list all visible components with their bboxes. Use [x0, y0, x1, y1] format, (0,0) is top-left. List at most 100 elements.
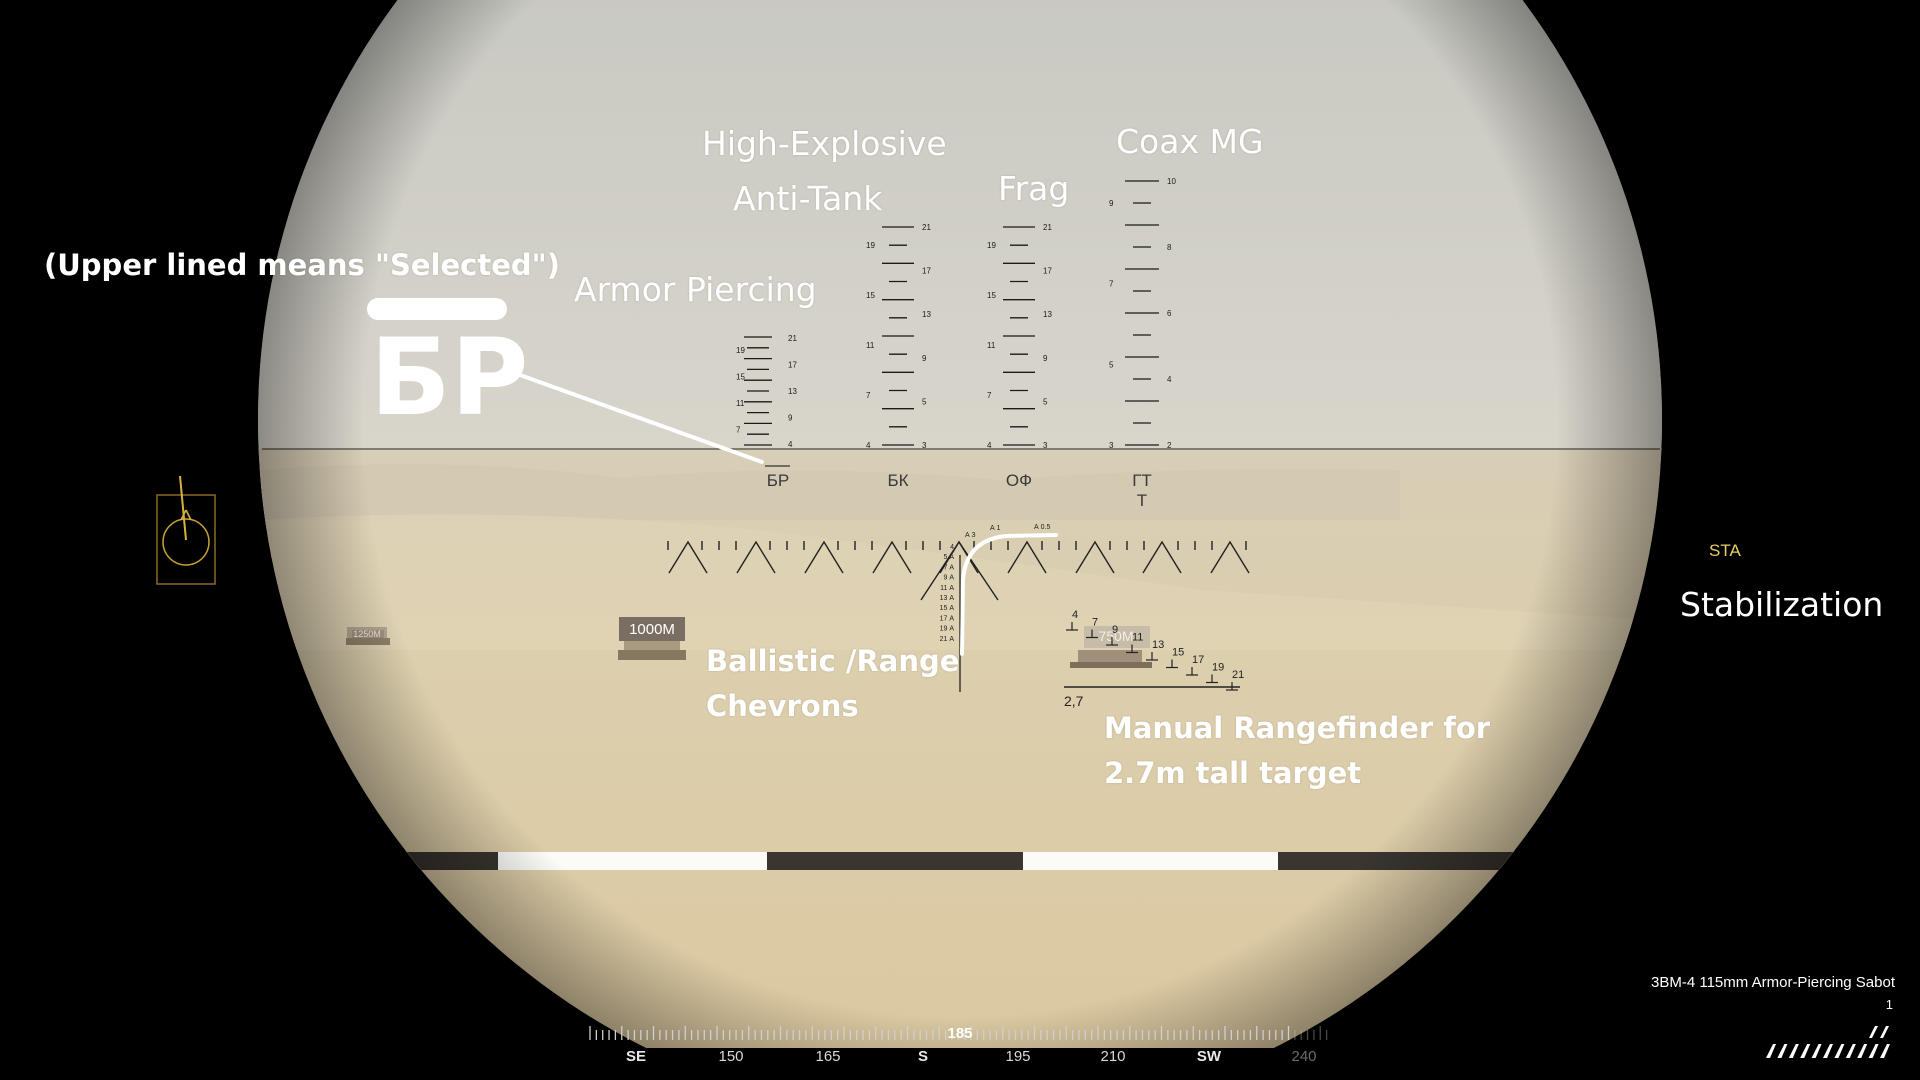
scale-of-label-right: 3 [1043, 441, 1048, 450]
ammo-name: 3BM-4 115mm Armor-Piercing Sabot [1651, 974, 1895, 991]
range-chevron [1075, 540, 1115, 574]
scale-br: 21 17 13 9 4 19 15 11 7 [736, 334, 797, 449]
scale-bk-label-right: 13 [922, 310, 931, 319]
ammo-round-loaded [1880, 1026, 1889, 1038]
scale-br-label-right: 17 [788, 361, 797, 370]
annotation-heat-line2: Anti-Tank [733, 179, 883, 218]
stabilization-indicator: STA [1709, 541, 1741, 560]
scale-bk-label-right: 17 [922, 267, 931, 276]
ammo-round [1880, 1044, 1890, 1058]
annotation-coax: Coax MG [1116, 122, 1264, 161]
scale-br-label-right: 13 [788, 387, 797, 396]
chevron-label-a1: А 1 [990, 525, 1001, 532]
scale-gt-label-right: 8 [1167, 243, 1172, 252]
scale-br-label-left: 11 [736, 399, 745, 408]
scale-of-label-left: 15 [987, 291, 996, 300]
ballistic-column-label: 4 [950, 544, 954, 551]
compass-label-s: S [917, 1048, 929, 1065]
rangefinder-label: 15 [1172, 647, 1184, 659]
chevron-label-a3: А 3 [965, 532, 976, 539]
scale-bk-label-right: 21 [922, 223, 931, 232]
scale-gt-label-right: 10 [1167, 177, 1176, 186]
scale-bk-label-left: 4 [866, 441, 871, 450]
scale-of-label-right: 21 [1043, 223, 1052, 232]
ballistic-column-label: 11 А [940, 585, 954, 592]
scale-of-label-left: 4 [987, 441, 992, 450]
rangefinder-label: 17 [1192, 654, 1204, 666]
selected-example-label: БР [370, 316, 529, 439]
chevron-label-a05: А 0.5 [1034, 524, 1050, 531]
rangefinder-label: 11 [1132, 632, 1143, 644]
annotation-rangefinder-line1: Manual Rangefinder for [1104, 711, 1491, 745]
rangefinder-label: 7 [1092, 617, 1098, 629]
ballistic-column-label: 9 А [943, 575, 954, 582]
ammo-round [1823, 1044, 1833, 1058]
compass-tape [589, 1026, 1328, 1040]
range-sign-mid-label: 1000M [629, 621, 675, 638]
compass-label-se: SE [625, 1048, 647, 1065]
scale-br-label-right: 9 [788, 414, 793, 423]
ammo-label-gt: ГТ [1132, 471, 1152, 490]
range-chevron [1007, 540, 1047, 574]
scale-gt: 9 7 5 3 10 8 6 4 2 [1109, 177, 1176, 450]
scale-bk-label-right: 9 [922, 354, 927, 363]
ammo-round [1811, 1044, 1822, 1058]
compass-label-150: 150 [718, 1048, 744, 1065]
rangefinder-label: 19 [1212, 662, 1224, 674]
ammo-label-gt-sub: Т [1137, 491, 1147, 510]
ammo-round [1800, 1044, 1811, 1058]
compass-label-210: 210 [1100, 1048, 1126, 1065]
ballistic-column-label: 13 А [940, 595, 955, 602]
compass-heading: 185 [947, 1025, 973, 1042]
ballistic-chevrons [667, 540, 1250, 601]
range-sign-near-label: 750M [1098, 628, 1133, 644]
scale-gt-label-left: 9 [1109, 199, 1114, 208]
scale-bk: 19 15 11 7 4 21 17 13 9 5 3 [866, 223, 931, 450]
pointer-line [518, 373, 764, 464]
annotation-stabilization: Stabilization [1680, 585, 1884, 624]
compass-label-195: 195 [1005, 1048, 1031, 1065]
annotation-heat-line1: High-Explosive [702, 124, 947, 163]
ballistic-column-label: 15 А [940, 605, 955, 612]
annotation-ballistic-line2: Chevrons [706, 689, 859, 723]
ammo-round [1788, 1044, 1799, 1058]
scale-of-label-right: 9 [1043, 354, 1048, 363]
ammo-rack-icon [1766, 1026, 1890, 1058]
range-chevron [1210, 540, 1250, 574]
scale-bk-label-right: 3 [922, 441, 927, 450]
rangefinder-label: 4 [1072, 609, 1078, 621]
ballistic-column-label: 19 А [940, 626, 955, 633]
center-chevron [920, 540, 999, 601]
range-chevron [804, 540, 844, 574]
scale-of-label-right: 5 [1043, 397, 1048, 406]
scale-of-label-right: 13 [1043, 310, 1052, 319]
scale-br-label-right: 4 [788, 440, 793, 449]
ballistic-column-label: 7 А [943, 564, 954, 571]
scale-of: 19 15 11 7 4 21 17 13 9 5 3 [987, 223, 1052, 450]
scale-of-label-right: 17 [1043, 267, 1052, 276]
selected-bar-example [367, 298, 507, 320]
scale-gt-label-left: 5 [1109, 360, 1114, 369]
ammo-label-bk: БК [887, 471, 908, 490]
ammo-label-of: ОФ [1006, 471, 1032, 490]
scale-br-label-left: 19 [736, 346, 745, 355]
scale-bk-label-left: 7 [866, 391, 871, 400]
scale-of-label-left: 7 [987, 391, 992, 400]
scale-of-label-left: 11 [987, 341, 996, 350]
ammo-round [1834, 1044, 1845, 1058]
ballistic-column: 4 5 А 7 А 9 А 11 А 13 А 15 А 17 А 19 А 21 А [940, 544, 955, 643]
scale-br-label-left: 15 [736, 373, 745, 382]
ammo-round [1857, 1044, 1868, 1058]
compass-label-sw: SW [1196, 1048, 1222, 1065]
range-chevron [1142, 540, 1182, 574]
scale-bk-label-right: 5 [922, 397, 927, 406]
range-chevron [872, 540, 912, 574]
range-chevron [668, 540, 708, 574]
rangefinder-label: 13 [1152, 639, 1164, 651]
annotation-selected-note: (Upper lined means "Selected") [44, 248, 561, 282]
rangefinder-label: 21 [1232, 669, 1244, 681]
ammo-round [1777, 1044, 1788, 1058]
range-sign-far-label: 1250M [353, 629, 381, 639]
